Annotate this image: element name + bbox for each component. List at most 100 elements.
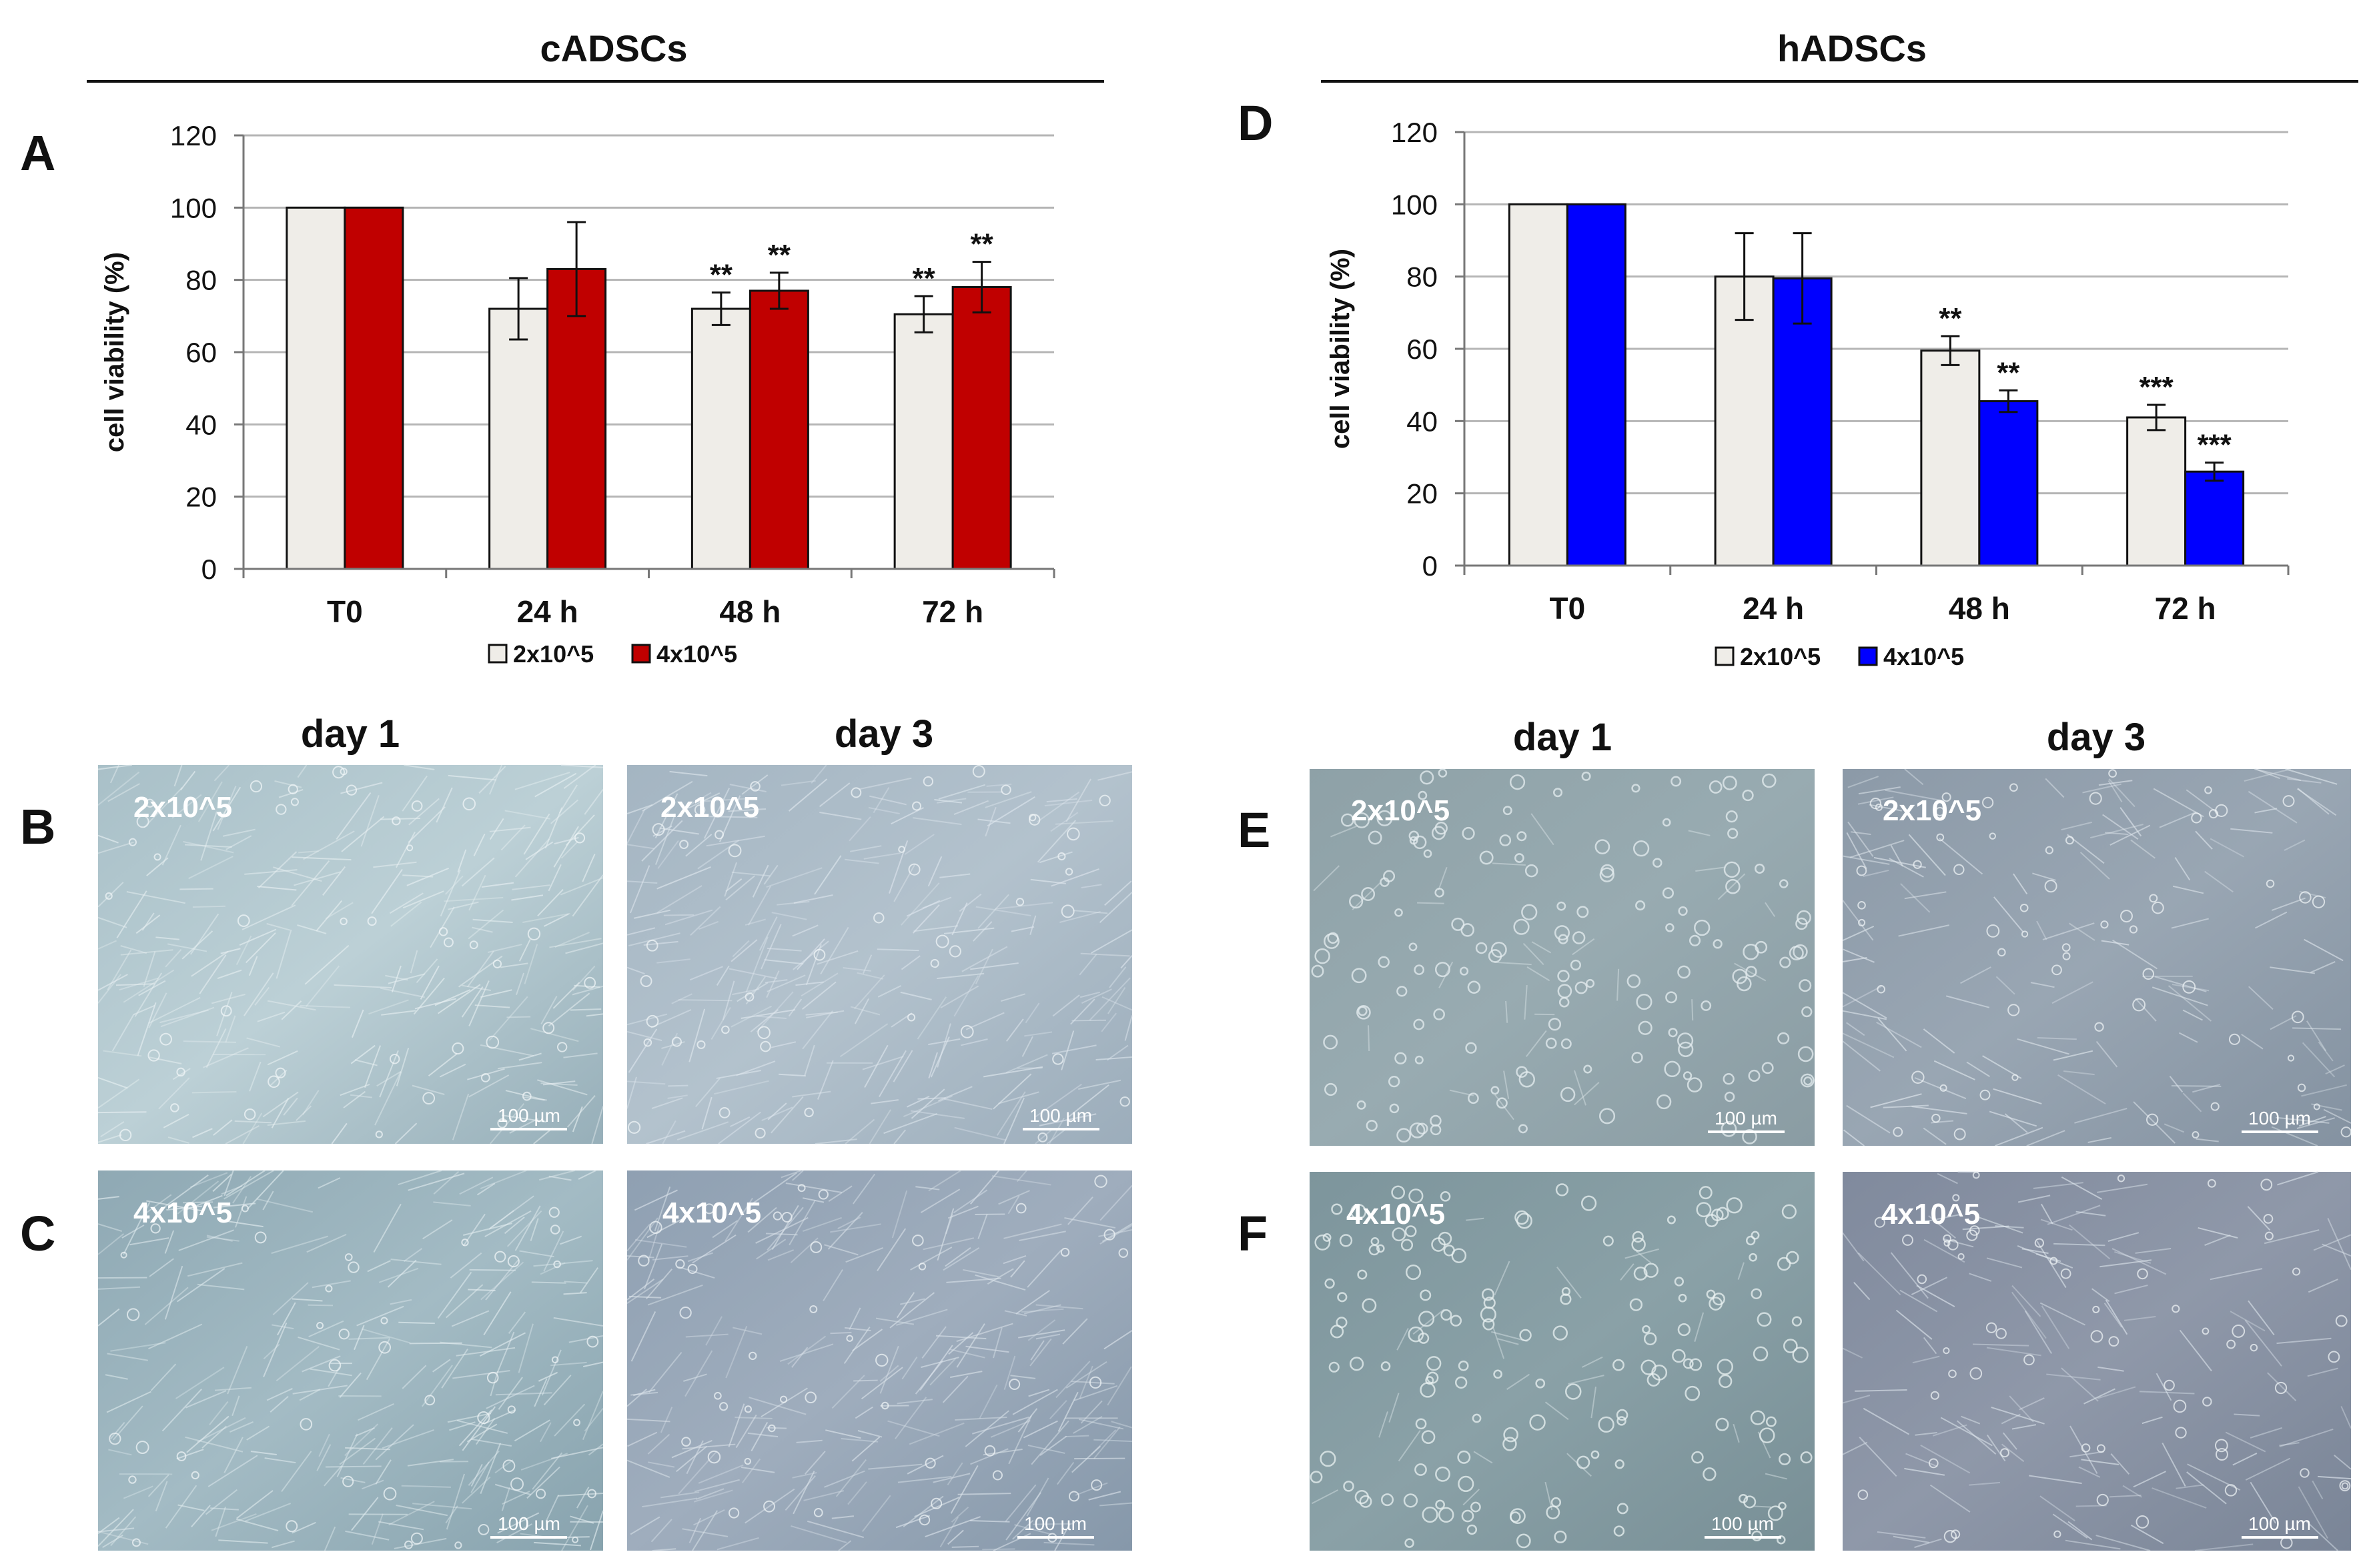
cell-streak: [982, 1549, 1015, 1550]
x-tick-label: T0: [1550, 591, 1586, 626]
x-tick-label: 48 h: [719, 594, 781, 629]
scale-bar-label: 100 µm: [1024, 1513, 1087, 1534]
micrograph-density-label: 2x10^5: [660, 791, 759, 824]
y-tick-label: 120: [1391, 117, 1438, 148]
bar-4x105-72h: [2186, 472, 2244, 566]
y-axis-label: cell viability (%): [1326, 249, 1355, 449]
cell-streak: [506, 1016, 530, 1017]
legend-label: 2x10^5: [1740, 643, 1821, 670]
x-tick-label: 72 h: [2155, 591, 2216, 626]
bar-2x105-72h: [895, 314, 953, 569]
significance-mark: **: [913, 262, 936, 295]
micro-title-left-day1: day 1: [301, 712, 400, 756]
bar-2x105-48h: [1921, 351, 1979, 566]
legend-label: 4x10^5: [1883, 643, 1964, 670]
cell-streak: [470, 1270, 516, 1271]
micrograph-e-day3: 2x10^5 100 µm: [1843, 769, 2351, 1146]
micro-title-right-day3: day 3: [2047, 716, 2146, 759]
x-tick-label: 48 h: [1949, 591, 2010, 626]
cell-streak: [1754, 1506, 1771, 1507]
bar-2x105-T0: [1509, 204, 1567, 566]
y-tick-label: 100: [170, 192, 217, 223]
y-tick-label: 80: [185, 265, 217, 296]
x-tick-label: 72 h: [922, 594, 983, 629]
panel-letter-a: A: [20, 125, 55, 181]
cell-streak: [193, 906, 225, 907]
significance-mark: **: [971, 228, 994, 261]
micrograph-density-label: 4x10^5: [133, 1197, 232, 1229]
bar-4x105-48h: [1979, 402, 2037, 566]
x-tick-label: 24 h: [517, 594, 578, 629]
cell-streak: [1692, 999, 1693, 1020]
panel-letter-f: F: [1238, 1206, 1268, 1261]
legend-label: 4x10^5: [656, 640, 737, 668]
panel-letter-c: C: [20, 1206, 55, 1261]
left-group-title: cADSCs: [540, 27, 688, 69]
significance-mark: **: [710, 259, 733, 291]
y-tick-label: 60: [1406, 333, 1438, 365]
micrograph-e-day1: 2x10^5 100 µm: [1310, 769, 1815, 1146]
y-axis-label: cell viability (%): [100, 252, 129, 452]
micrograph-density-label: 4x10^5: [662, 1197, 761, 1229]
scale-bar-label: 100 µm: [2248, 1108, 2311, 1128]
significance-mark: **: [1997, 356, 2020, 389]
bar-2x105-72h: [2127, 418, 2186, 566]
micrograph-density-label: 2x10^5: [1351, 794, 1450, 827]
y-tick-label: 40: [185, 409, 217, 440]
cell-streak: [1417, 903, 1444, 904]
y-tick-label: 0: [1422, 550, 1438, 582]
significance-mark: **: [1939, 302, 1962, 335]
bar-4x105-T0: [1567, 204, 1625, 566]
micrograph-b-day3: 2x10^5 100 µm: [627, 765, 1132, 1144]
micrograph-f-day1: 4x10^5 100 µm: [1310, 1172, 1815, 1551]
panel-letter-e: E: [1238, 802, 1270, 858]
legend-swatch: [632, 645, 650, 662]
cell-streak: [179, 889, 213, 890]
y-tick-label: 120: [170, 120, 217, 151]
y-tick-label: 60: [185, 337, 217, 368]
legend-swatch: [489, 645, 506, 662]
y-tick-label: 40: [1406, 406, 1438, 437]
micrograph-density-label: 2x10^5: [133, 791, 232, 824]
legend-label: 2x10^5: [513, 640, 594, 668]
legend-swatch: [1716, 648, 1733, 665]
bar-2x105-T0: [287, 207, 345, 569]
micrograph-density-label: 4x10^5: [1881, 1198, 1980, 1231]
y-tick-label: 0: [201, 554, 217, 585]
scale-bar-label: 100 µm: [1711, 1513, 1774, 1534]
micrograph-c-day3: 4x10^5 100 µm: [627, 1170, 1132, 1551]
significance-mark: ***: [2197, 429, 2232, 462]
chart-a-viability-cadscs: 0 20 40 60 80 100 120 cell viability (%) T0 24 h *…: [100, 120, 1054, 668]
cell-streak: [767, 1428, 787, 1429]
y-tick-label: 20: [185, 482, 217, 513]
significance-mark: **: [768, 239, 791, 271]
scale-bar-label: 100 µm: [1029, 1105, 1092, 1126]
scale-bar-label: 100 µm: [2248, 1513, 2311, 1534]
bar-4x105-72h: [953, 287, 1011, 570]
right-group-title: hADSCs: [1777, 27, 1927, 69]
x-tick-label: 24 h: [1743, 591, 1804, 626]
bar-4x105-48h: [750, 291, 808, 569]
cell-streak: [1368, 1025, 1369, 1051]
micrograph-f-day3: 4x10^5 100 µm: [1843, 1172, 2351, 1551]
micro-title-right-day1: day 1: [1513, 716, 1612, 759]
y-tick-label: 80: [1406, 261, 1438, 293]
micrograph-c-day1: 4x10^5 100 µm: [98, 1170, 603, 1551]
cell-streak: [1072, 1020, 1106, 1021]
scale-bar-label: 100 µm: [498, 1105, 560, 1126]
micrograph-b-day1: 2x10^5 100 µm: [98, 765, 603, 1144]
bar-2x105-48h: [692, 309, 750, 569]
micrograph-density-label: 2x10^5: [1883, 794, 1981, 827]
significance-mark: ***: [2139, 371, 2174, 404]
micro-title-left-day3: day 3: [835, 712, 933, 756]
bar-2x105-24h: [490, 309, 548, 569]
x-tick-label: T0: [327, 594, 363, 629]
panel-letter-b: B: [20, 799, 55, 854]
micrograph-density-label: 4x10^5: [1346, 1198, 1445, 1231]
micrographs: 2x10^5 100 µm 2x10^5 100 µm 4x10^5 100 µ…: [98, 765, 2351, 1551]
cell-streak: [308, 1305, 333, 1306]
scale-bar-label: 100 µm: [1715, 1108, 1777, 1128]
cell-streak: [532, 1282, 566, 1283]
